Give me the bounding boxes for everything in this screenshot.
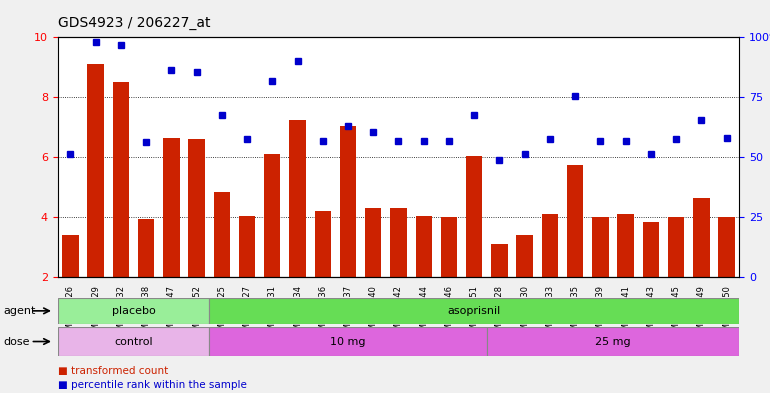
Bar <box>718 217 735 277</box>
Bar <box>315 211 331 277</box>
Bar <box>264 154 280 277</box>
Text: agent: agent <box>4 306 36 316</box>
Bar <box>618 214 634 277</box>
Bar <box>487 327 739 356</box>
Text: ■ percentile rank within the sample: ■ percentile rank within the sample <box>58 380 246 390</box>
Bar <box>163 138 179 277</box>
Text: GDS4923 / 206227_at: GDS4923 / 206227_at <box>58 16 210 30</box>
Bar <box>365 208 381 277</box>
Bar <box>189 139 205 277</box>
Bar <box>88 64 104 277</box>
Bar <box>517 235 533 277</box>
Bar <box>440 217 457 277</box>
Bar <box>390 208 407 277</box>
Bar <box>112 82 129 277</box>
Bar <box>58 327 209 356</box>
Bar <box>340 126 357 277</box>
Bar <box>138 219 154 277</box>
Bar <box>213 192 230 277</box>
Bar <box>209 298 739 324</box>
Text: asoprisnil: asoprisnil <box>447 306 500 316</box>
Bar <box>668 217 685 277</box>
Bar <box>491 244 507 277</box>
Bar <box>542 214 558 277</box>
Bar <box>416 216 432 277</box>
Text: control: control <box>114 336 152 347</box>
Bar <box>62 235 79 277</box>
Bar <box>592 217 608 277</box>
Bar <box>643 222 659 277</box>
Bar <box>466 156 482 277</box>
Bar <box>58 298 209 324</box>
Text: 25 mg: 25 mg <box>595 336 631 347</box>
Bar <box>567 165 584 277</box>
Bar <box>290 120 306 277</box>
Bar <box>209 327 487 356</box>
Bar <box>239 216 255 277</box>
Text: placebo: placebo <box>112 306 156 316</box>
Text: 10 mg: 10 mg <box>330 336 366 347</box>
Bar <box>693 198 709 277</box>
Text: ■ transformed count: ■ transformed count <box>58 366 168 376</box>
Text: dose: dose <box>4 336 30 347</box>
